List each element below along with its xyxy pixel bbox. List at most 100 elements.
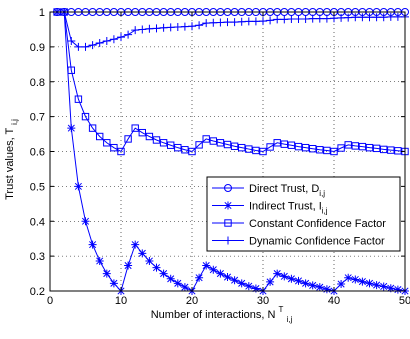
data-point	[251, 17, 260, 26]
data-point	[266, 16, 275, 25]
data-point	[230, 18, 239, 27]
data-point	[379, 13, 388, 22]
data-point	[358, 142, 367, 151]
data-point	[181, 146, 189, 154]
legend: Direct Trust, Di,j Indirect Trust, Ii,j Co…	[206, 176, 401, 252]
data-point	[109, 35, 118, 44]
y-tick-label: 0.6	[30, 147, 45, 159]
data-point	[180, 22, 189, 31]
data-point	[152, 136, 161, 144]
data-point	[323, 146, 331, 155]
data-point	[67, 36, 76, 45]
data-point	[316, 146, 324, 154]
data-point	[322, 285, 331, 294]
data-point	[365, 13, 374, 22]
data-point	[131, 240, 140, 249]
data-point	[365, 279, 374, 288]
x-tick-label: 50	[399, 295, 410, 307]
data-point	[224, 201, 232, 210]
data-point	[224, 184, 232, 192]
data-point	[110, 143, 118, 152]
data-point	[330, 147, 338, 156]
data-point	[166, 23, 175, 32]
series-plus	[53, 8, 409, 51]
data-point	[387, 146, 395, 154]
data-point	[209, 265, 218, 274]
data-point	[88, 124, 97, 132]
data-point	[195, 141, 203, 149]
y-tick-label: 0.9	[30, 42, 45, 54]
data-point	[166, 274, 175, 283]
legend-label: Dynamic Confidence Factor	[249, 236, 385, 248]
data-point	[102, 36, 111, 45]
data-point	[202, 19, 211, 28]
data-point	[81, 112, 90, 121]
data-point	[259, 17, 267, 26]
data-point	[209, 18, 218, 27]
data-point	[315, 283, 324, 292]
legend-label-main: Direct Trust, D	[249, 183, 319, 195]
data-point	[159, 23, 168, 32]
data-point	[273, 269, 282, 278]
data-point	[351, 13, 360, 22]
data-point	[280, 15, 289, 24]
data-point	[81, 42, 90, 51]
legend-item: Direct Trust, Di,j	[212, 183, 325, 198]
data-point	[131, 124, 139, 132]
data-point	[280, 272, 289, 281]
data-point	[309, 145, 317, 153]
y-tick-label: 1	[39, 7, 45, 19]
data-point	[251, 284, 260, 293]
data-point	[252, 146, 260, 155]
data-point	[280, 140, 289, 148]
data-point	[195, 21, 204, 30]
data-point	[216, 269, 225, 278]
data-point	[315, 14, 324, 23]
data-point	[124, 30, 133, 39]
data-point	[95, 39, 104, 48]
series-square	[53, 8, 409, 156]
data-point	[117, 147, 125, 156]
data-point	[167, 141, 175, 149]
legend-label-main: Dynamic Confidence Factor	[249, 236, 385, 248]
data-point	[386, 12, 395, 21]
data-point	[159, 269, 168, 278]
data-point	[358, 277, 367, 286]
data-point	[223, 140, 232, 149]
data-point	[124, 261, 133, 270]
data-point	[216, 18, 225, 27]
legend-label: Indirect Trust, Ii,j	[249, 201, 328, 216]
x-tick-label: 10	[115, 295, 127, 307]
data-point	[138, 249, 147, 258]
y-tick-label: 0.8	[30, 77, 45, 89]
data-point	[244, 17, 253, 26]
data-point	[223, 18, 232, 27]
data-point	[294, 14, 303, 23]
data-point	[152, 24, 161, 33]
data-point	[372, 13, 381, 22]
data-point	[224, 219, 232, 227]
data-point	[238, 143, 246, 152]
legend-label-main: Constant Confidence Factor	[249, 218, 386, 230]
y-tick-label: 0.3	[30, 251, 45, 263]
series-line	[57, 11, 406, 153]
data-point	[394, 147, 402, 155]
data-point	[109, 279, 118, 288]
data-point	[88, 240, 97, 249]
data-point	[209, 137, 218, 145]
legend-label: Direct Trust, Di,j	[249, 183, 325, 198]
data-point	[259, 147, 267, 156]
data-point	[88, 41, 97, 50]
data-point	[301, 143, 310, 152]
x-axis-label-sub: i,j	[286, 315, 292, 324]
data-point	[174, 143, 182, 152]
data-point	[337, 144, 345, 152]
x-tick-label: 20	[186, 295, 198, 307]
data-point	[266, 143, 274, 151]
data-point	[67, 66, 75, 74]
x-axis-label-main: Number of interactions, N	[151, 309, 276, 321]
y-tick-label: 0.4	[30, 216, 45, 228]
data-point	[287, 141, 296, 149]
data-point	[202, 261, 211, 270]
y-axis-label: Trust values, T i,j	[4, 119, 19, 200]
